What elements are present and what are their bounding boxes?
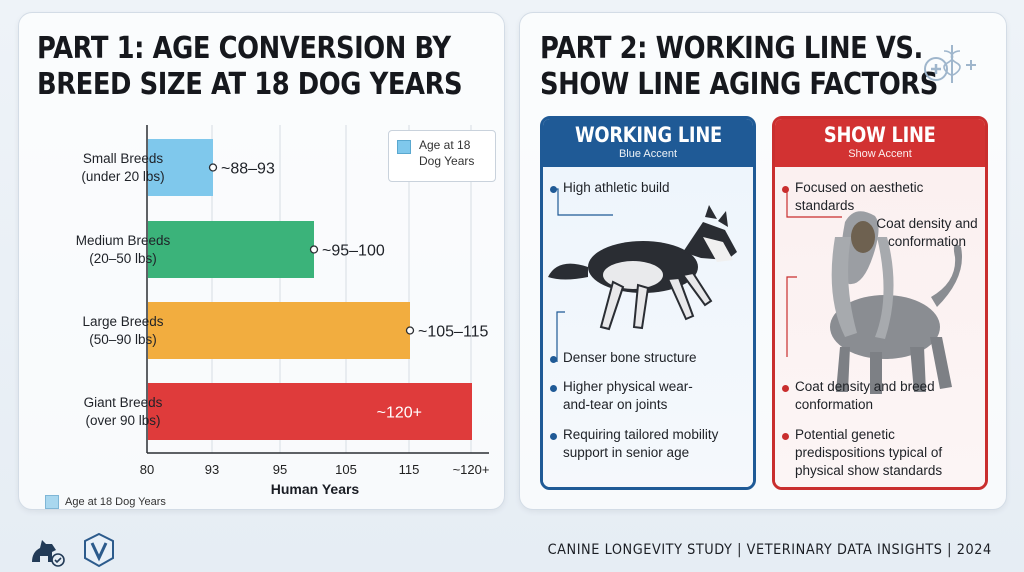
dog-check-icon	[32, 540, 65, 567]
age-conversion-panel: PART 1: AGE CONVERSION BY BREED SIZE AT …	[18, 12, 505, 510]
panel-title: PART 1: AGE CONVERSION BY BREED SIZE AT …	[37, 31, 463, 103]
feature-item: Requiring tailored mobility support in s…	[563, 427, 719, 460]
legend-swatch	[45, 495, 59, 509]
title-line-2: SHOW LINE AGING FACTORS	[540, 67, 938, 102]
x-tick-label: ~120+	[453, 462, 490, 477]
category-label: Medium Breeds	[76, 233, 171, 248]
card-subtitle: Show Accent	[848, 148, 912, 160]
feature-item: Denser bone structure	[563, 350, 697, 365]
x-tick-label: 95	[273, 462, 287, 477]
bullet-dot	[782, 186, 789, 193]
show-dog-illustration	[786, 189, 962, 394]
show-line-card: SHOW LINE Show Accent Focused on aesthet…	[772, 116, 988, 490]
veterinary-shield-logo-icon	[84, 532, 114, 568]
panel-title: PART 2: WORKING LINE VS. SHOW LINE AGING…	[540, 31, 938, 103]
bullet-dot	[550, 186, 557, 193]
bar	[148, 139, 213, 196]
x-tick-label: 105	[335, 462, 357, 477]
bullet-dot	[782, 385, 789, 392]
feature-item: Focused on aesthetic standards	[795, 180, 924, 213]
bullet-dot	[782, 433, 789, 440]
x-tick-label: 80	[140, 462, 154, 477]
x-tick-label: 93	[205, 462, 219, 477]
feature-item: Coat density and conformation	[876, 216, 978, 249]
footer: CANINE LONGEVITY STUDY | VETERINARY DATA…	[0, 514, 1024, 572]
card-body: High athletic build Denser bone structur…	[543, 167, 753, 487]
data-label: ~120+	[377, 405, 422, 422]
feature-item: Potential genetic predispositions typica…	[795, 427, 943, 478]
working-line-card: WORKING LINE Blue Accent High athletic b…	[540, 116, 756, 490]
card-title: SHOW LINE	[824, 123, 936, 147]
bullet-dot	[550, 385, 557, 392]
legend-label: Age at 18 Dog Years	[419, 138, 475, 168]
bullet-dot	[550, 433, 557, 440]
bar-end-marker	[208, 163, 218, 172]
working-line-header: WORKING LINE Blue Accent	[543, 119, 753, 167]
bar-end-marker	[405, 326, 415, 335]
feature-item: Higher physical wear-and-tear on joints	[563, 379, 693, 412]
category-label: (over 90 lbs)	[85, 413, 160, 428]
bar-chart: 80 93 95 105 115 ~120+ Human Years Small Breeds…	[76, 125, 490, 497]
aging-factors-panel: PART 2: WORKING LINE VS. SHOW LINE AGING…	[519, 12, 1007, 510]
bar	[148, 383, 472, 440]
bar-end-marker	[309, 245, 319, 254]
card-body: Focused on aesthetic standards Coat dens…	[775, 167, 985, 487]
title-line-2: BREED SIZE AT 18 DOG YEARS	[37, 67, 463, 102]
feature-item: High athletic build	[563, 180, 670, 195]
card-title: WORKING LINE	[574, 123, 722, 147]
legend-swatch	[397, 140, 411, 154]
feature-item: Coat density and breed conformation	[795, 379, 935, 412]
show-line-header: SHOW LINE Show Accent	[775, 119, 985, 167]
category-label: Large Breeds	[82, 314, 163, 329]
card-subtitle: Blue Accent	[618, 148, 678, 160]
data-label: ~105–115	[418, 324, 489, 341]
bullet-dot	[550, 356, 557, 363]
working-dog-illustration	[548, 188, 737, 362]
category-label: (under 20 lbs)	[81, 169, 164, 184]
x-tick-label: 115	[399, 462, 420, 477]
bar	[148, 302, 410, 359]
data-label: ~88–93	[221, 161, 275, 178]
title-line-1: PART 1: AGE CONVERSION BY	[37, 31, 451, 66]
category-label: Small Breeds	[83, 151, 164, 166]
category-label: (20–50 lbs)	[89, 251, 157, 266]
bottom-legend: Age at 18 Dog Years	[45, 495, 166, 509]
chart-legend: Age at 18 Dog Years	[388, 130, 496, 182]
category-label: (50–90 lbs)	[89, 332, 157, 347]
medical-caduceus-icon	[924, 45, 976, 83]
bar	[148, 221, 314, 278]
category-label: Giant Breeds	[84, 395, 163, 410]
legend-label: Age at 18 Dog Years	[65, 495, 166, 508]
title-line-1: PART 2: WORKING LINE VS.	[540, 31, 923, 66]
data-label: ~95–100	[322, 243, 385, 260]
x-axis-label: Human Years	[271, 481, 360, 497]
footer-credit: CANINE LONGEVITY STUDY | VETERINARY DATA…	[547, 542, 992, 558]
